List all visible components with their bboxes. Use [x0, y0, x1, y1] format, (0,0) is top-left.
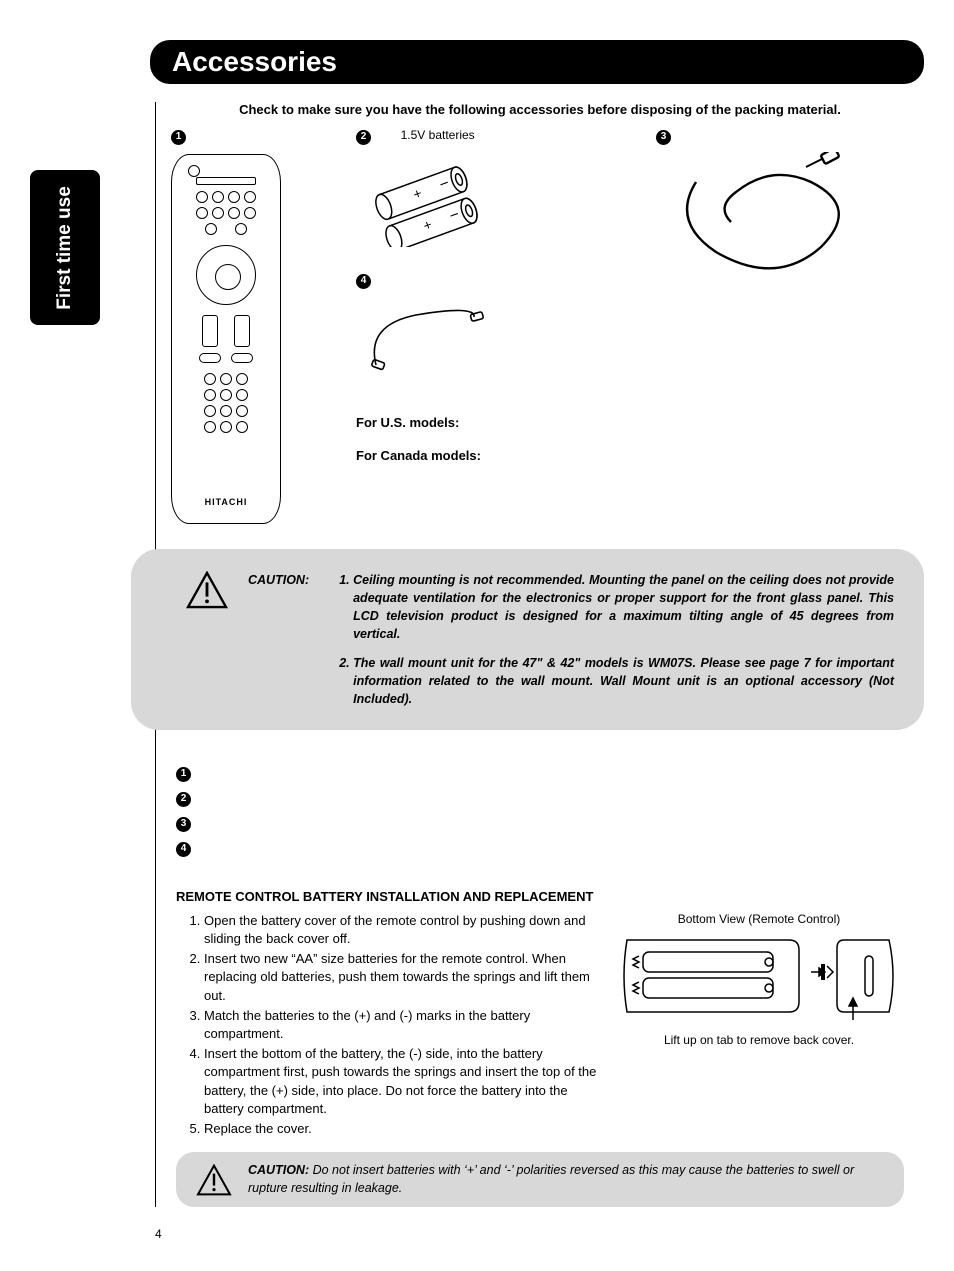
content-frame: Check to make sure you have the followin…: [155, 102, 924, 1207]
svg-text:−: −: [437, 175, 452, 194]
instructions-list: Open the battery cover of the remote con…: [176, 912, 604, 1140]
accessory-col-1: 1: [171, 127, 356, 524]
diagram-column: Bottom View (Remote Control): [614, 912, 904, 1140]
batteries-label: 1.5V batteries: [401, 128, 475, 142]
svg-text:+: +: [421, 216, 434, 234]
remote-brand: HITACHI: [205, 497, 248, 507]
batteries-illustration: + − + −: [356, 152, 496, 247]
step-4: Insert the bottom of the battery, the (-…: [204, 1045, 604, 1118]
caution1-list: Ceiling mounting is not recommended. Mou…: [333, 571, 894, 708]
diagram-caption: Lift up on tab to remove back cover.: [614, 1033, 904, 1047]
accessory-col-3: 3: [656, 127, 909, 524]
svg-text:+: +: [411, 185, 424, 203]
models-ca: For Canada models:: [356, 448, 656, 463]
page-title-bar: Accessories: [150, 40, 924, 84]
step-1: Open the battery cover of the remote con…: [204, 912, 604, 948]
caution2-text: CAUTION: Do not insert batteries with ‘+…: [248, 1162, 884, 1197]
caution1-item-2: The wall mount unit for the 47" & 42" mo…: [353, 654, 894, 708]
ref-2: 2: [176, 792, 191, 807]
marker-4: 4: [356, 274, 371, 289]
side-tab: First time use: [30, 170, 100, 325]
svg-text:−: −: [447, 206, 462, 225]
marker-2: 2: [356, 130, 371, 145]
accessories-grid: 1: [156, 127, 924, 534]
battery-compartment-illustration: [619, 932, 899, 1022]
instructions-wrap: Open the battery cover of the remote con…: [156, 912, 924, 1140]
short-cable-illustration: [356, 295, 506, 385]
page-title: Accessories: [172, 46, 337, 77]
step-2: Insert two new “AA” size batteries for t…: [204, 950, 604, 1005]
intro-text: Check to make sure you have the followin…: [156, 102, 924, 117]
step-5: Replace the cover.: [204, 1120, 604, 1138]
marker-3: 3: [656, 130, 671, 145]
power-cable-illustration: [656, 152, 866, 282]
ref-1: 1: [176, 767, 191, 782]
caution2-body: Do not insert batteries with ‘+’ and ‘-’…: [248, 1163, 854, 1195]
warning-icon-2: [196, 1164, 232, 1196]
models-box: For U.S. models: For Canada models:: [356, 415, 656, 463]
ref-4: 4: [176, 842, 191, 857]
caution1-item-1: Ceiling mounting is not recommended. Mou…: [353, 571, 894, 644]
page-number: 4: [155, 1227, 924, 1241]
accessory-col-2: 2 1.5V batteries + −: [356, 127, 656, 524]
warning-icon: [186, 571, 228, 609]
ref-3: 3: [176, 817, 191, 832]
caution-box-1: CAUTION: Ceiling mounting is not recomme…: [131, 549, 924, 730]
caution-box-2: CAUTION: Do not insert batteries with ‘+…: [176, 1152, 904, 1207]
caution1-label: CAUTION:: [248, 571, 309, 708]
side-tab-label: First time use: [54, 186, 76, 310]
caution2-label: CAUTION:: [248, 1163, 309, 1177]
accessory-ref-list: 1 2 3 4: [156, 745, 924, 879]
models-us: For U.S. models:: [356, 415, 656, 430]
diagram-label: Bottom View (Remote Control): [614, 912, 904, 926]
remote-illustration: HITACHI: [171, 154, 281, 524]
step-3: Match the batteries to the (+) and (-) m…: [204, 1007, 604, 1043]
marker-1: 1: [171, 130, 186, 145]
section-heading: REMOTE CONTROL BATTERY INSTALLATION AND …: [176, 889, 924, 904]
